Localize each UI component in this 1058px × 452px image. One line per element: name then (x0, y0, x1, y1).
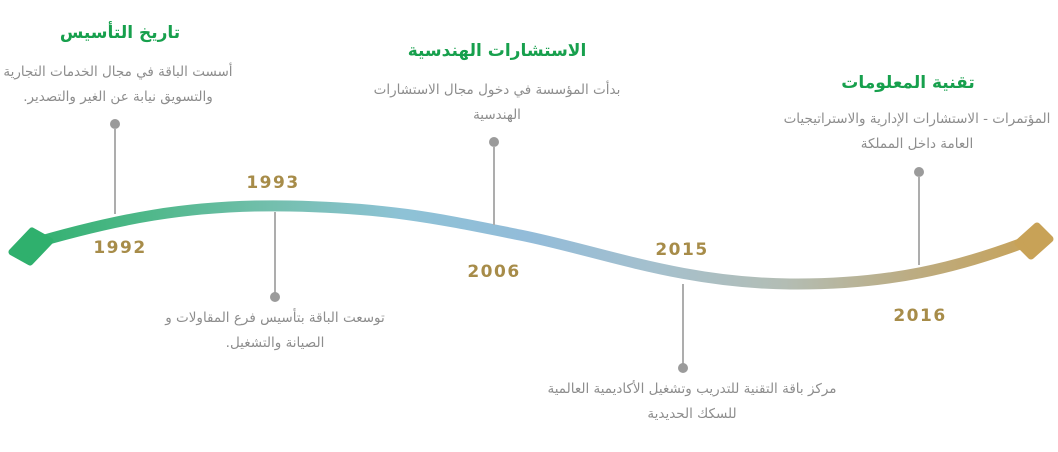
connector-dot-2015 (678, 363, 688, 373)
connector-line-2016 (918, 176, 920, 265)
timeline-end-arrow-icon (1014, 222, 1054, 260)
connector-line-1993 (274, 212, 276, 293)
year-label-2016: 2016 (893, 306, 947, 326)
connector-dot-2006 (489, 137, 499, 147)
event-description-2015: مركز باقة التقنية للتدريب وتشغيل الأكادي… (547, 381, 837, 422)
event-description-1992: أسست الباقة في مجال الخدمات التجارية وال… (3, 64, 233, 105)
event-description-2016: المؤتمرات - الاستشارات الإدارية والاسترا… (783, 111, 1051, 152)
connector-line-2015 (682, 284, 684, 364)
event-description-2006: بدأت المؤسسة في دخول مجال الاستشارات اله… (373, 82, 621, 123)
timeline-start-arrow-icon (8, 227, 54, 266)
event-description-1993: توسعت الباقة بتأسيس فرع المقاولات و الصي… (165, 310, 385, 351)
event-title-2006: الاستشارات الهندسية (407, 41, 587, 61)
connector-dot-1992 (110, 119, 120, 129)
year-label-2006: 2006 (467, 262, 521, 282)
year-label-1992: 1992 (93, 238, 147, 258)
event-title-1992: تاريخ التأسيس (59, 23, 181, 43)
connector-dot-2016 (914, 167, 924, 177)
year-label-1993: 1993 (246, 173, 300, 193)
connector-line-1992 (114, 128, 116, 214)
connector-dot-1993 (270, 292, 280, 302)
year-label-2015: 2015 (655, 240, 709, 260)
timeline-wave-line (22, 200, 1030, 290)
event-title-2016: تقنية المعلومات (841, 73, 975, 93)
connector-line-2006 (493, 146, 495, 225)
